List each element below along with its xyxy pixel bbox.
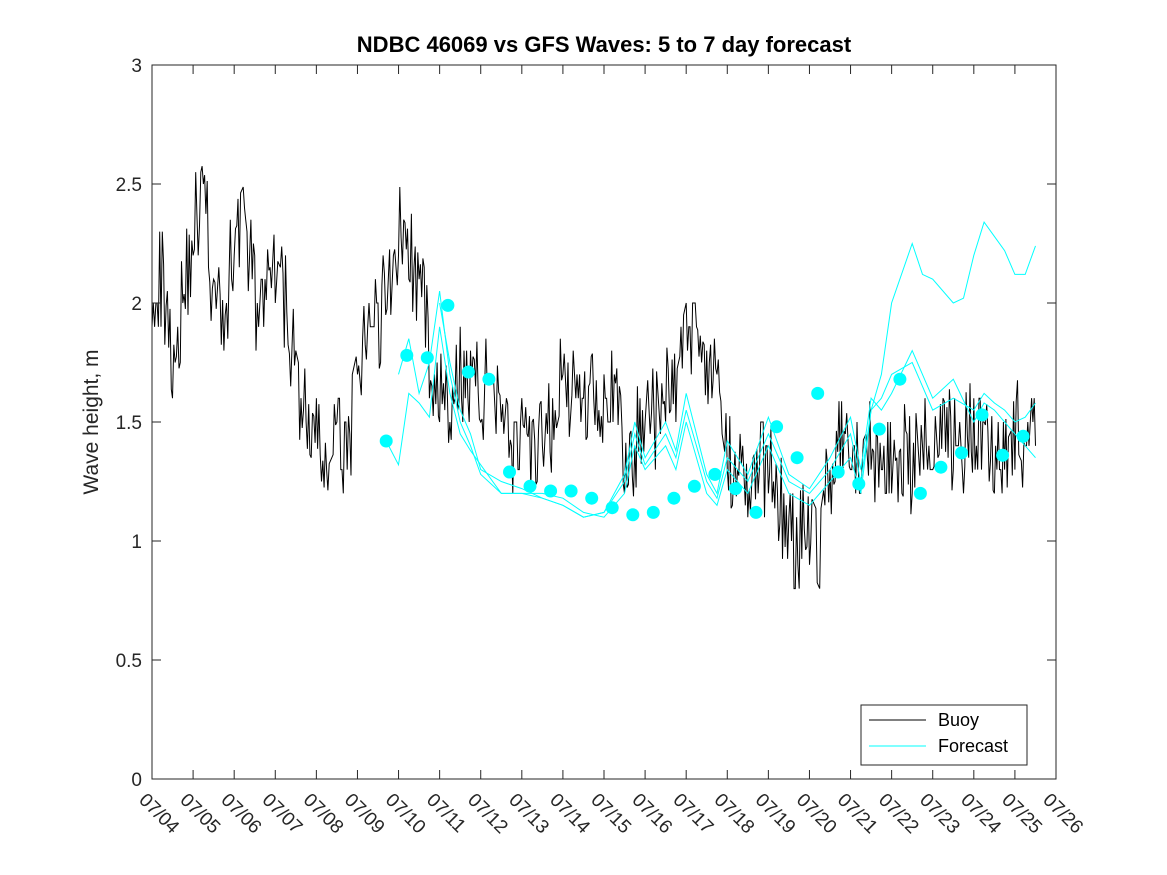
x-tick-label: 07/14 [545,790,594,839]
x-tick-label: 07/09 [340,790,388,838]
x-tick-label: 07/24 [956,790,1005,839]
forecast-markers [379,298,1030,522]
forecast-marker [708,467,722,481]
forecast-line [398,291,1036,518]
forecast-marker [770,420,784,434]
forecast-marker [461,365,475,379]
forecast-marker [996,448,1010,462]
y-tick-label: 1 [131,532,142,553]
x-tick-label: 07/19 [751,790,799,838]
x-tick-label: 07/16 [628,790,676,838]
forecast-marker [400,348,414,362]
forecast-marker [605,501,619,515]
forecast-marker [1016,429,1030,443]
forecast-marker [503,465,516,479]
forecast-marker [790,451,804,465]
forecast-line [385,220,1036,518]
x-tick-label: 07/22 [874,790,922,838]
forecast-marker [955,446,968,460]
x-tick-label: 07/10 [381,790,429,838]
x-tick-label: 07/04 [134,790,183,839]
legend-buoy-label: Buoy [938,710,979,730]
x-tick-label: 07/12 [463,790,511,838]
x-tick-label: 07/08 [299,790,347,838]
y-tick-label: 3 [131,56,142,77]
y-axis-label: Wave height, m [80,349,103,494]
forecast-line [439,302,1036,518]
forecast-marker [379,434,393,448]
x-tick-label: 07/13 [504,790,552,838]
forecast-marker [913,486,927,500]
forecast-series [385,220,1036,518]
forecast-marker [729,482,742,496]
forecast-marker [564,484,578,498]
forecast-marker [831,465,845,479]
legend-forecast-label: Forecast [938,736,1008,756]
forecast-marker [441,298,455,312]
forecast-marker [544,484,558,498]
forecast-marker [585,491,599,505]
x-tick-label: 07/18 [710,790,758,838]
x-tick-label: 07/05 [176,790,224,838]
legend-box [860,704,1028,766]
forecast-marker [749,505,763,519]
x-tick-label: 07/11 [422,790,469,837]
forecast-marker [852,477,866,491]
x-tick-label: 07/07 [258,790,306,838]
buoy-series [151,165,1036,590]
x-tick-label: 07/15 [586,790,634,838]
chart-title: NDBC 46069 vs GFS Waves: 5 to 7 day fore… [357,32,852,57]
y-tick-label: 0 [131,770,142,791]
forecast-marker [934,460,948,474]
y-axis: 0 0.5 1 1.5 2 2.5 3 [116,56,1056,791]
plot-area [152,65,1056,779]
forecast-marker [811,386,825,400]
forecast-marker [687,479,701,493]
forecast-marker [626,508,640,522]
x-tick-label: 07/06 [217,790,265,838]
x-tick-label: 07/23 [915,790,963,838]
x-tick-label: 07/25 [997,790,1045,838]
forecast-marker [420,351,434,365]
forecast-marker [646,505,660,519]
x-tick-label: 07/21 [833,790,881,838]
forecast-marker [872,422,886,436]
legend: Buoy Forecast [860,704,1028,766]
forecast-marker [667,491,681,505]
buoy-line [151,165,1036,590]
forecast-marker [482,372,496,386]
y-tick-label: 1.5 [116,413,142,434]
y-tick-label: 2.5 [116,175,142,196]
forecast-marker [523,479,537,493]
forecast-marker [893,372,907,386]
y-tick-label: 2 [131,294,142,315]
x-tick-label: 07/20 [792,790,840,838]
x-tick-label: 07/17 [669,790,717,838]
x-tick-label: 07/26 [1038,790,1086,838]
forecast-marker [975,408,989,422]
y-tick-label: 0.5 [116,651,142,672]
